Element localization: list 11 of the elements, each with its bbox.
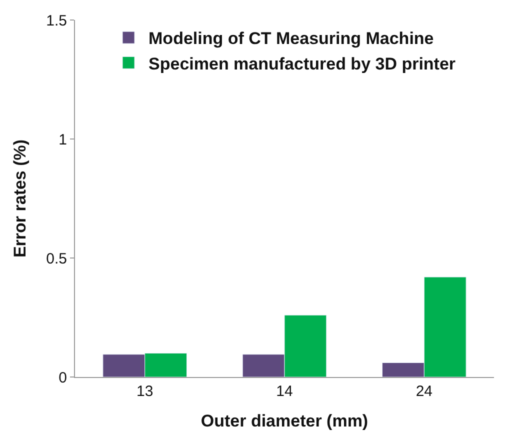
y-tick-label: 1.5: [46, 12, 67, 30]
x-axis-title: Outer diameter (mm): [200, 411, 368, 430]
legend-label: Specimen manufactured by 3D printer: [148, 54, 456, 74]
x-tick-label: 13: [136, 383, 154, 400]
y-tick-label: 0: [58, 369, 67, 386]
y-axis-title: Error rates (%): [10, 139, 30, 258]
x-tick-label: 24: [416, 383, 433, 400]
y-tick-label: 0.5: [46, 250, 67, 268]
y-tick-label: 1: [58, 131, 67, 148]
x-tick-label: 14: [276, 383, 293, 400]
legend-label: Modeling of CT Measuring Machine: [148, 29, 434, 48]
